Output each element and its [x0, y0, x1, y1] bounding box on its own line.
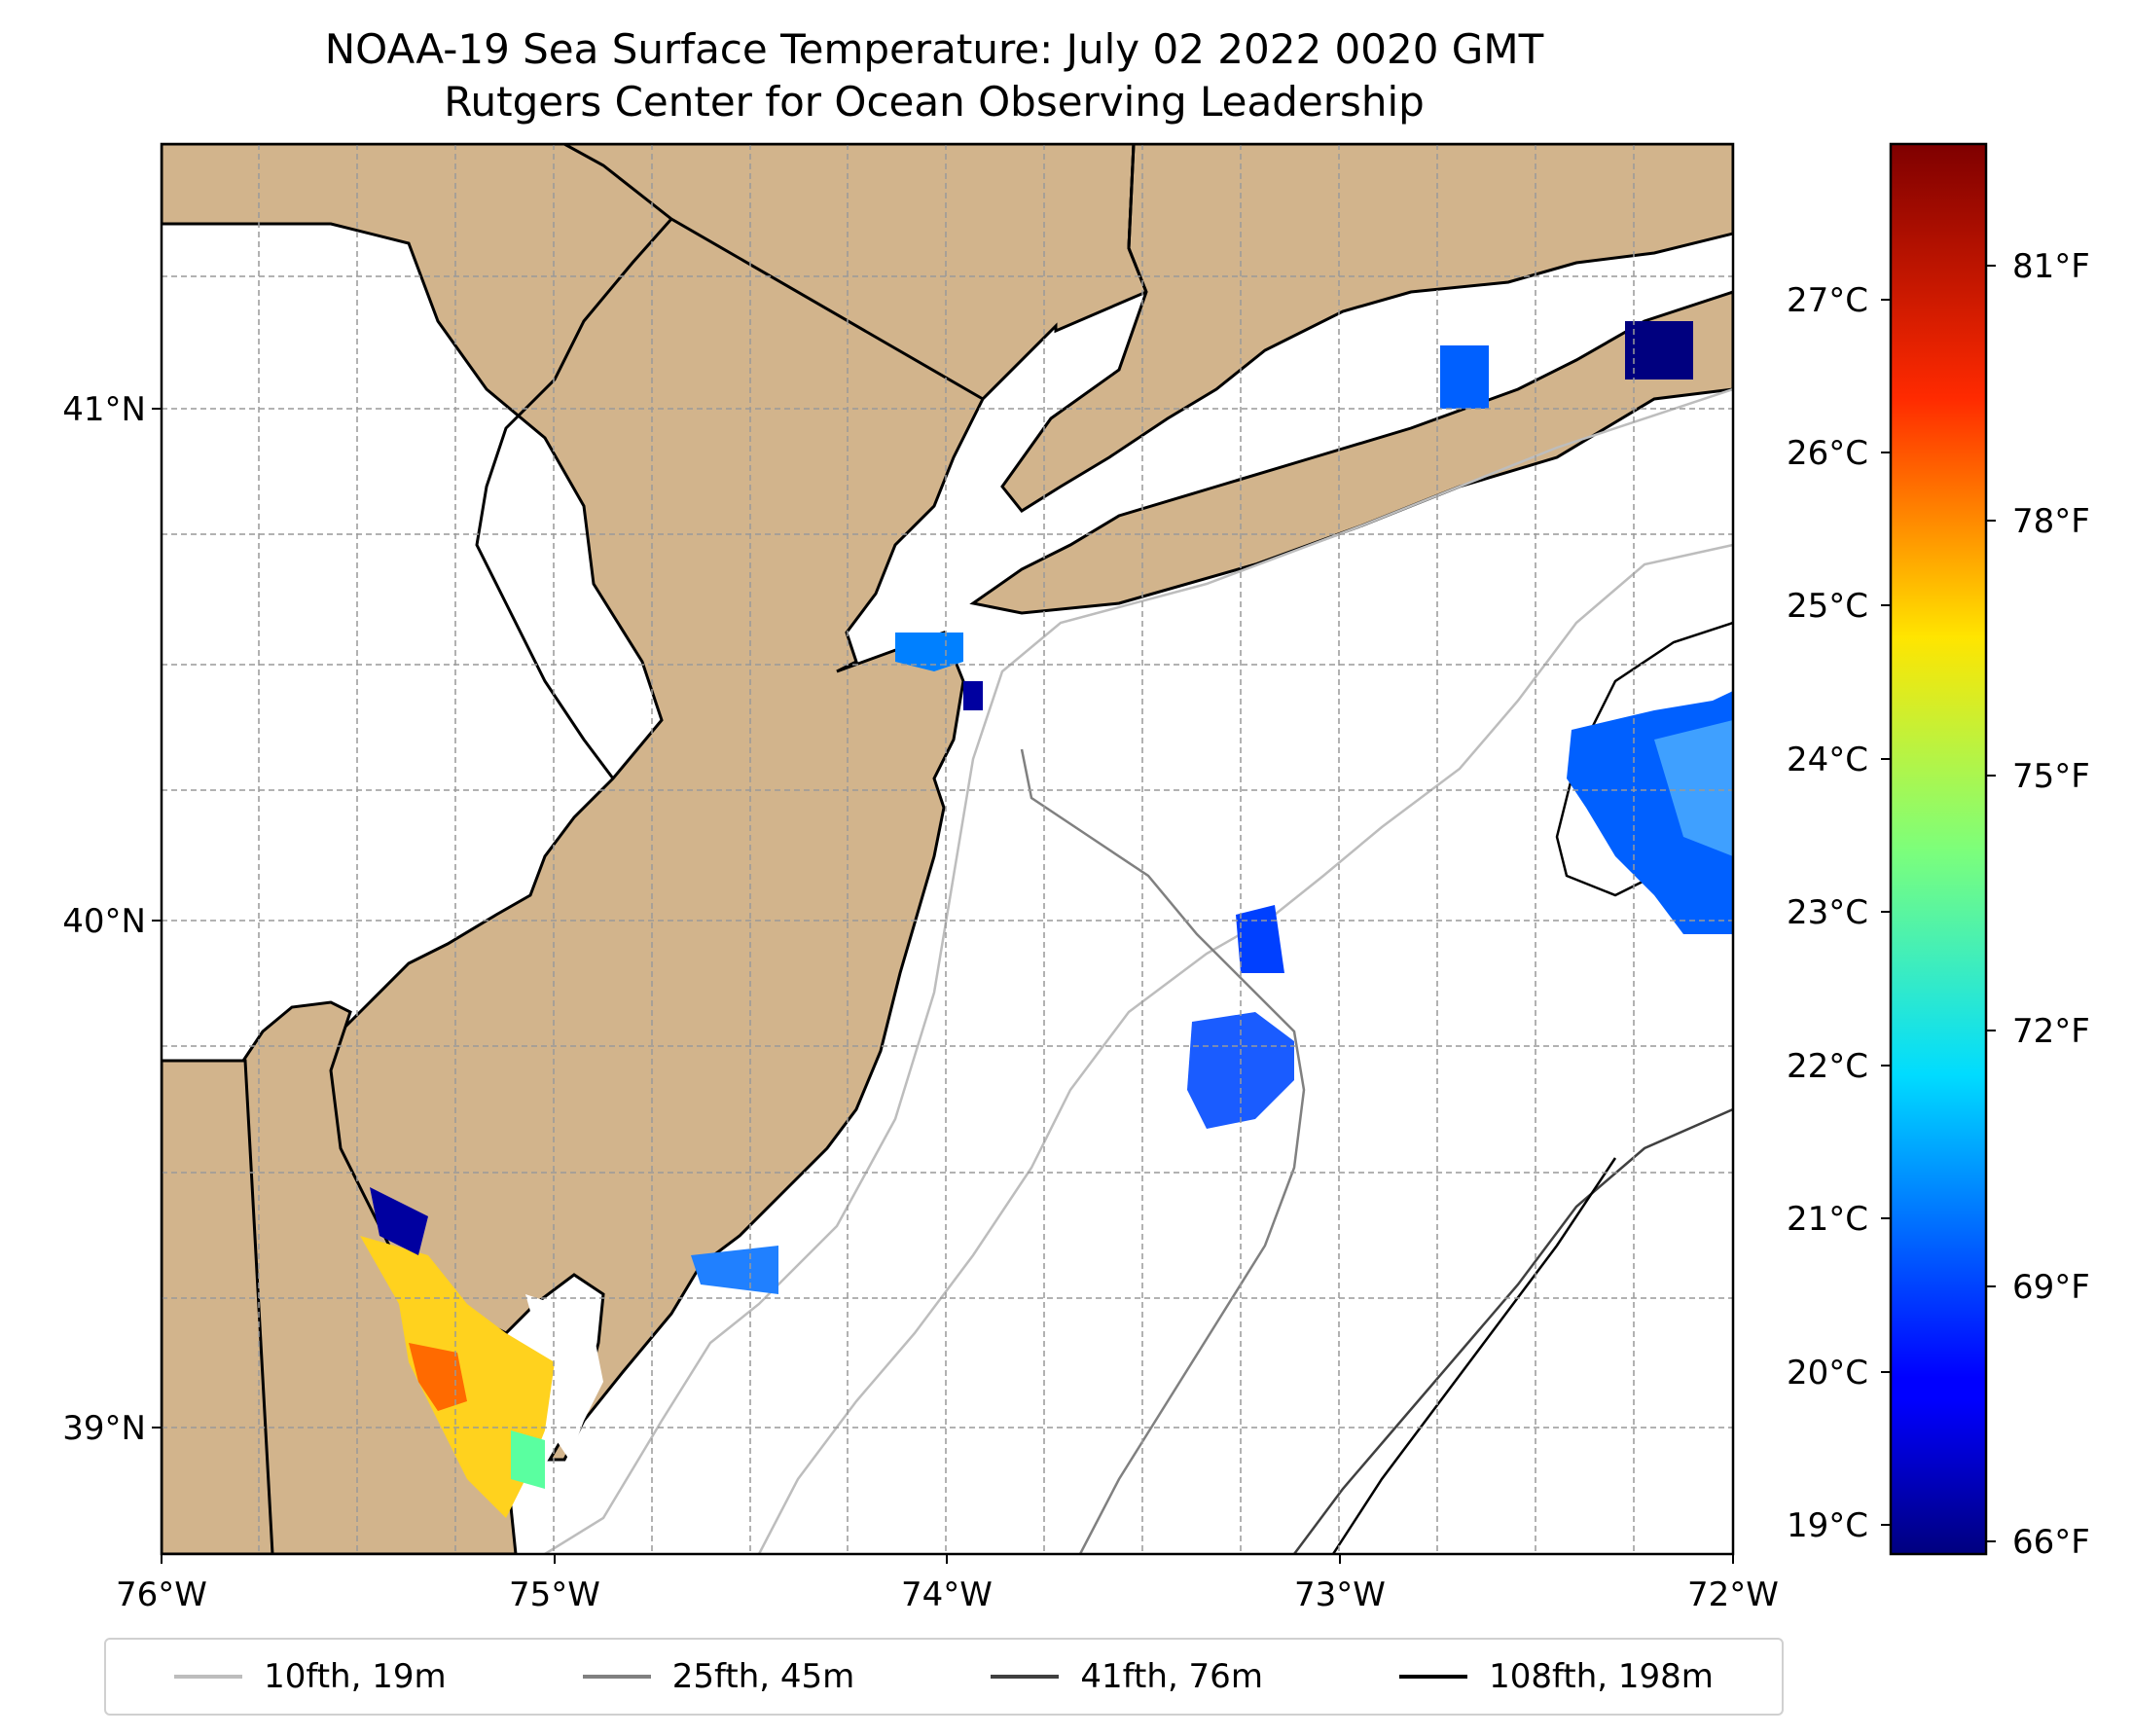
- map-panel: [162, 144, 1733, 1554]
- lat-tick-labels: 41°N 40°N 39°N: [62, 390, 146, 1448]
- fahrenheit-tick-label: 72°F: [2012, 1012, 2090, 1051]
- contour-25fth: [1020, 748, 1306, 1554]
- legend-swatch: [174, 1675, 243, 1679]
- celsius-ticks: [1881, 299, 1891, 1526]
- lon-tick-label: 74°W: [901, 1575, 993, 1614]
- celsius-tick-label: 27°C: [1787, 281, 1868, 320]
- legend-swatch: [991, 1675, 1060, 1679]
- sst-data-layer: [360, 321, 1733, 1518]
- lon-tick-labels: 76°W 75°W 74°W 73°W 72°W: [116, 1575, 1779, 1614]
- lon-tick-label: 76°W: [116, 1575, 207, 1614]
- fahrenheit-tick-label: 69°F: [2012, 1268, 2090, 1307]
- legend-label: 108fth, 198m: [1489, 1657, 1714, 1696]
- map-subtitle: Rutgers Center for Ocean Observing Leade…: [444, 78, 1425, 126]
- celsius-tick-label: 25°C: [1787, 587, 1868, 626]
- contour-10fth: [544, 387, 1733, 1554]
- colorbar-gradient: [1889, 142, 1988, 1556]
- fahrenheit-tick-label: 81°F: [2012, 247, 2090, 286]
- celsius-tick-label: 26°C: [1787, 434, 1868, 473]
- lat-tick-label: 39°N: [62, 1409, 146, 1448]
- celsius-tick-label: 19°C: [1787, 1506, 1868, 1545]
- legend-item-10fth: 10fth, 19m: [174, 1657, 447, 1696]
- fahrenheit-ticks: [1986, 265, 1996, 1542]
- legend-item-25fth: 25fth, 45m: [582, 1657, 855, 1696]
- legend-swatch: [1399, 1675, 1468, 1679]
- sst-patch-long-island-sound: [1440, 345, 1489, 409]
- celsius-tick-label: 21°C: [1787, 1200, 1868, 1239]
- map-axis-ticks: [152, 408, 1734, 1564]
- state-borders: [162, 144, 1148, 1554]
- legend-label: 10fth, 19m: [264, 1657, 447, 1696]
- fahrenheit-tick-label: 75°F: [2012, 757, 2090, 796]
- legend-swatch: [582, 1675, 651, 1679]
- colorbar: 27°C 26°C 25°C 24°C 23°C 22°C 21°C 20°C …: [1787, 142, 2090, 1562]
- lon-tick-label: 72°W: [1687, 1575, 1779, 1614]
- legend-label: 41fth, 76m: [1080, 1657, 1263, 1696]
- lon-tick-label: 73°W: [1294, 1575, 1386, 1614]
- lat-tick-label: 41°N: [62, 390, 146, 429]
- lat-tick-label: 40°N: [62, 902, 146, 941]
- lon-tick-label: 75°W: [509, 1575, 600, 1614]
- celsius-tick-label: 22°C: [1787, 1047, 1868, 1086]
- celsius-tick-label: 24°C: [1787, 741, 1868, 779]
- legend-item-108fth: 108fth, 198m: [1399, 1657, 1714, 1696]
- land-layer: [162, 144, 1733, 1554]
- celsius-tick-label: 20°C: [1787, 1354, 1868, 1392]
- bathymetry-legend: 10fth, 19m 25fth, 45m 41fth, 76m 108fth,…: [104, 1638, 1784, 1716]
- fahrenheit-tick-label: 78°F: [2012, 502, 2090, 541]
- map-gridlines: [162, 144, 1733, 1554]
- legend-label: 25fth, 45m: [671, 1657, 855, 1696]
- celsius-tick-label: 23°C: [1787, 893, 1868, 932]
- legend-item-41fth: 41fth, 76m: [991, 1657, 1263, 1696]
- map-title: NOAA-19 Sea Surface Temperature: July 02…: [324, 25, 1544, 73]
- fahrenheit-tick-label: 66°F: [2012, 1523, 2090, 1562]
